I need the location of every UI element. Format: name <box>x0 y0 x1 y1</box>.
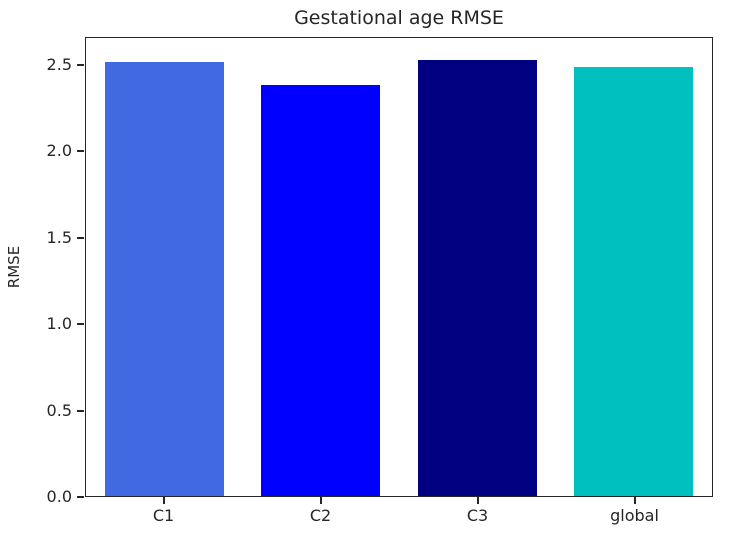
x-tick-mark <box>319 497 322 504</box>
y-tick-mark <box>77 323 84 326</box>
y-axis-label: RMSE <box>5 245 23 289</box>
y-tick-label: 2.5 <box>46 54 72 74</box>
bar-slot-C2 <box>243 38 400 496</box>
bar-C2 <box>261 84 381 496</box>
y-tick-mark <box>77 150 84 153</box>
y-tick-mark <box>77 63 84 66</box>
x-tick-label-C2: C2 <box>309 506 332 525</box>
y-tick-label: 2.0 <box>46 141 72 161</box>
plot-area <box>85 37 713 497</box>
x-tick-mark <box>162 497 165 504</box>
bars-container <box>86 38 712 496</box>
y-tick-label: 0.5 <box>46 400 72 420</box>
bar-slot-C1 <box>86 38 243 496</box>
bar-slot-global <box>556 38 713 496</box>
x-tick-label-C1: C1 <box>152 506 175 525</box>
x-tick-mark <box>476 497 479 504</box>
chart-title: Gestational age RMSE <box>294 7 504 29</box>
bar-global <box>574 67 694 496</box>
x-tick-mark <box>633 497 636 504</box>
y-tick-mark <box>77 409 84 412</box>
y-tick-label: 1.5 <box>46 227 72 247</box>
y-tick-mark <box>77 496 84 498</box>
y-tick-label: 1.0 <box>46 314 72 334</box>
y-tick-mark <box>77 236 84 239</box>
x-tick-label-global: global <box>610 506 659 525</box>
y-tick-label: 0.0 <box>46 487 72 506</box>
bar-C3 <box>417 60 537 496</box>
bar-slot-C3 <box>399 38 556 496</box>
x-tick-label-C3: C3 <box>466 506 489 525</box>
bar-C1 <box>104 62 224 496</box>
